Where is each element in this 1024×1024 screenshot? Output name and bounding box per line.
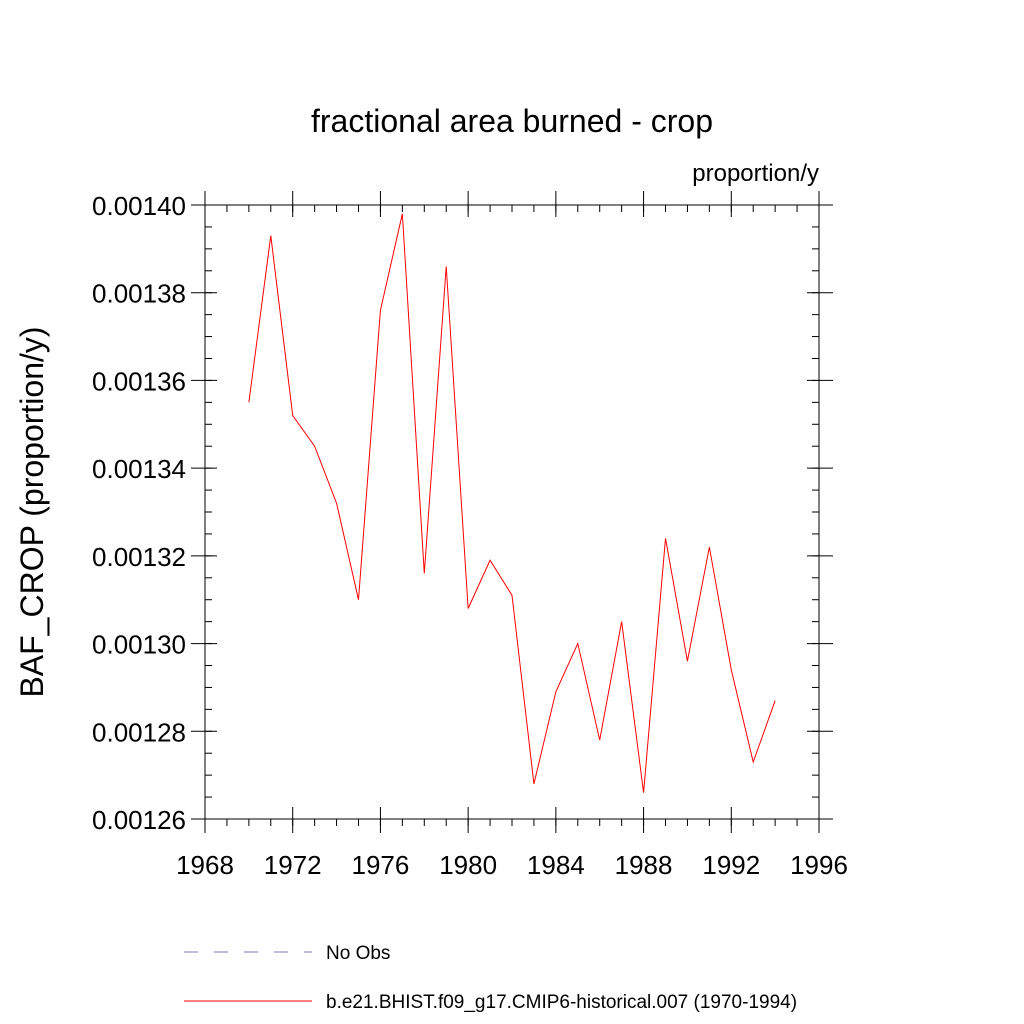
y-tick-label: 0.00140	[92, 191, 186, 221]
x-axis-ticks	[204, 191, 820, 833]
y-tick-label: 0.00136	[92, 366, 186, 396]
x-tick-label: 1980	[439, 850, 497, 880]
x-tick-label: 1988	[615, 850, 673, 880]
y-axis-tick-labels: 0.00126 0.00128 0.00130 0.00132 0.00134 0.001…	[92, 191, 186, 835]
y-tick-label: 0.00138	[92, 279, 186, 309]
units-label: proportion/y	[692, 160, 819, 187]
x-tick-label: 1976	[352, 850, 410, 880]
y-tick-label: 0.00132	[92, 542, 186, 572]
y-tick-label: 0.00134	[92, 454, 186, 484]
x-tick-label: 1968	[176, 850, 234, 880]
y-axis-label: BAF_CROP (proportion/y)	[14, 326, 50, 697]
series-line	[248, 213, 776, 793]
y-tick-label: 0.00126	[92, 805, 186, 835]
x-tick-label: 1996	[790, 850, 848, 880]
x-tick-label: 1984	[527, 850, 585, 880]
y-tick-label: 0.00130	[92, 630, 186, 660]
x-tick-label: 1972	[264, 850, 322, 880]
x-tick-label: 1992	[702, 850, 760, 880]
legend: No Obs b.e21.BHIST.f09_g17.CMIP6-historic…	[184, 943, 797, 1013]
y-tick-label: 0.00128	[92, 717, 186, 747]
plot-frame	[204, 204, 820, 820]
series-layer	[248, 213, 776, 793]
chart-title: fractional area burned - crop	[311, 103, 713, 139]
y-axis-ticks	[191, 204, 833, 820]
legend-label: No Obs	[326, 943, 390, 964]
x-axis-tick-labels: 1968 1972 1976 1980 1984 1988 1992 1996	[176, 850, 848, 880]
legend-label: b.e21.BHIST.f09_g17.CMIP6-historical.007…	[326, 992, 797, 1013]
